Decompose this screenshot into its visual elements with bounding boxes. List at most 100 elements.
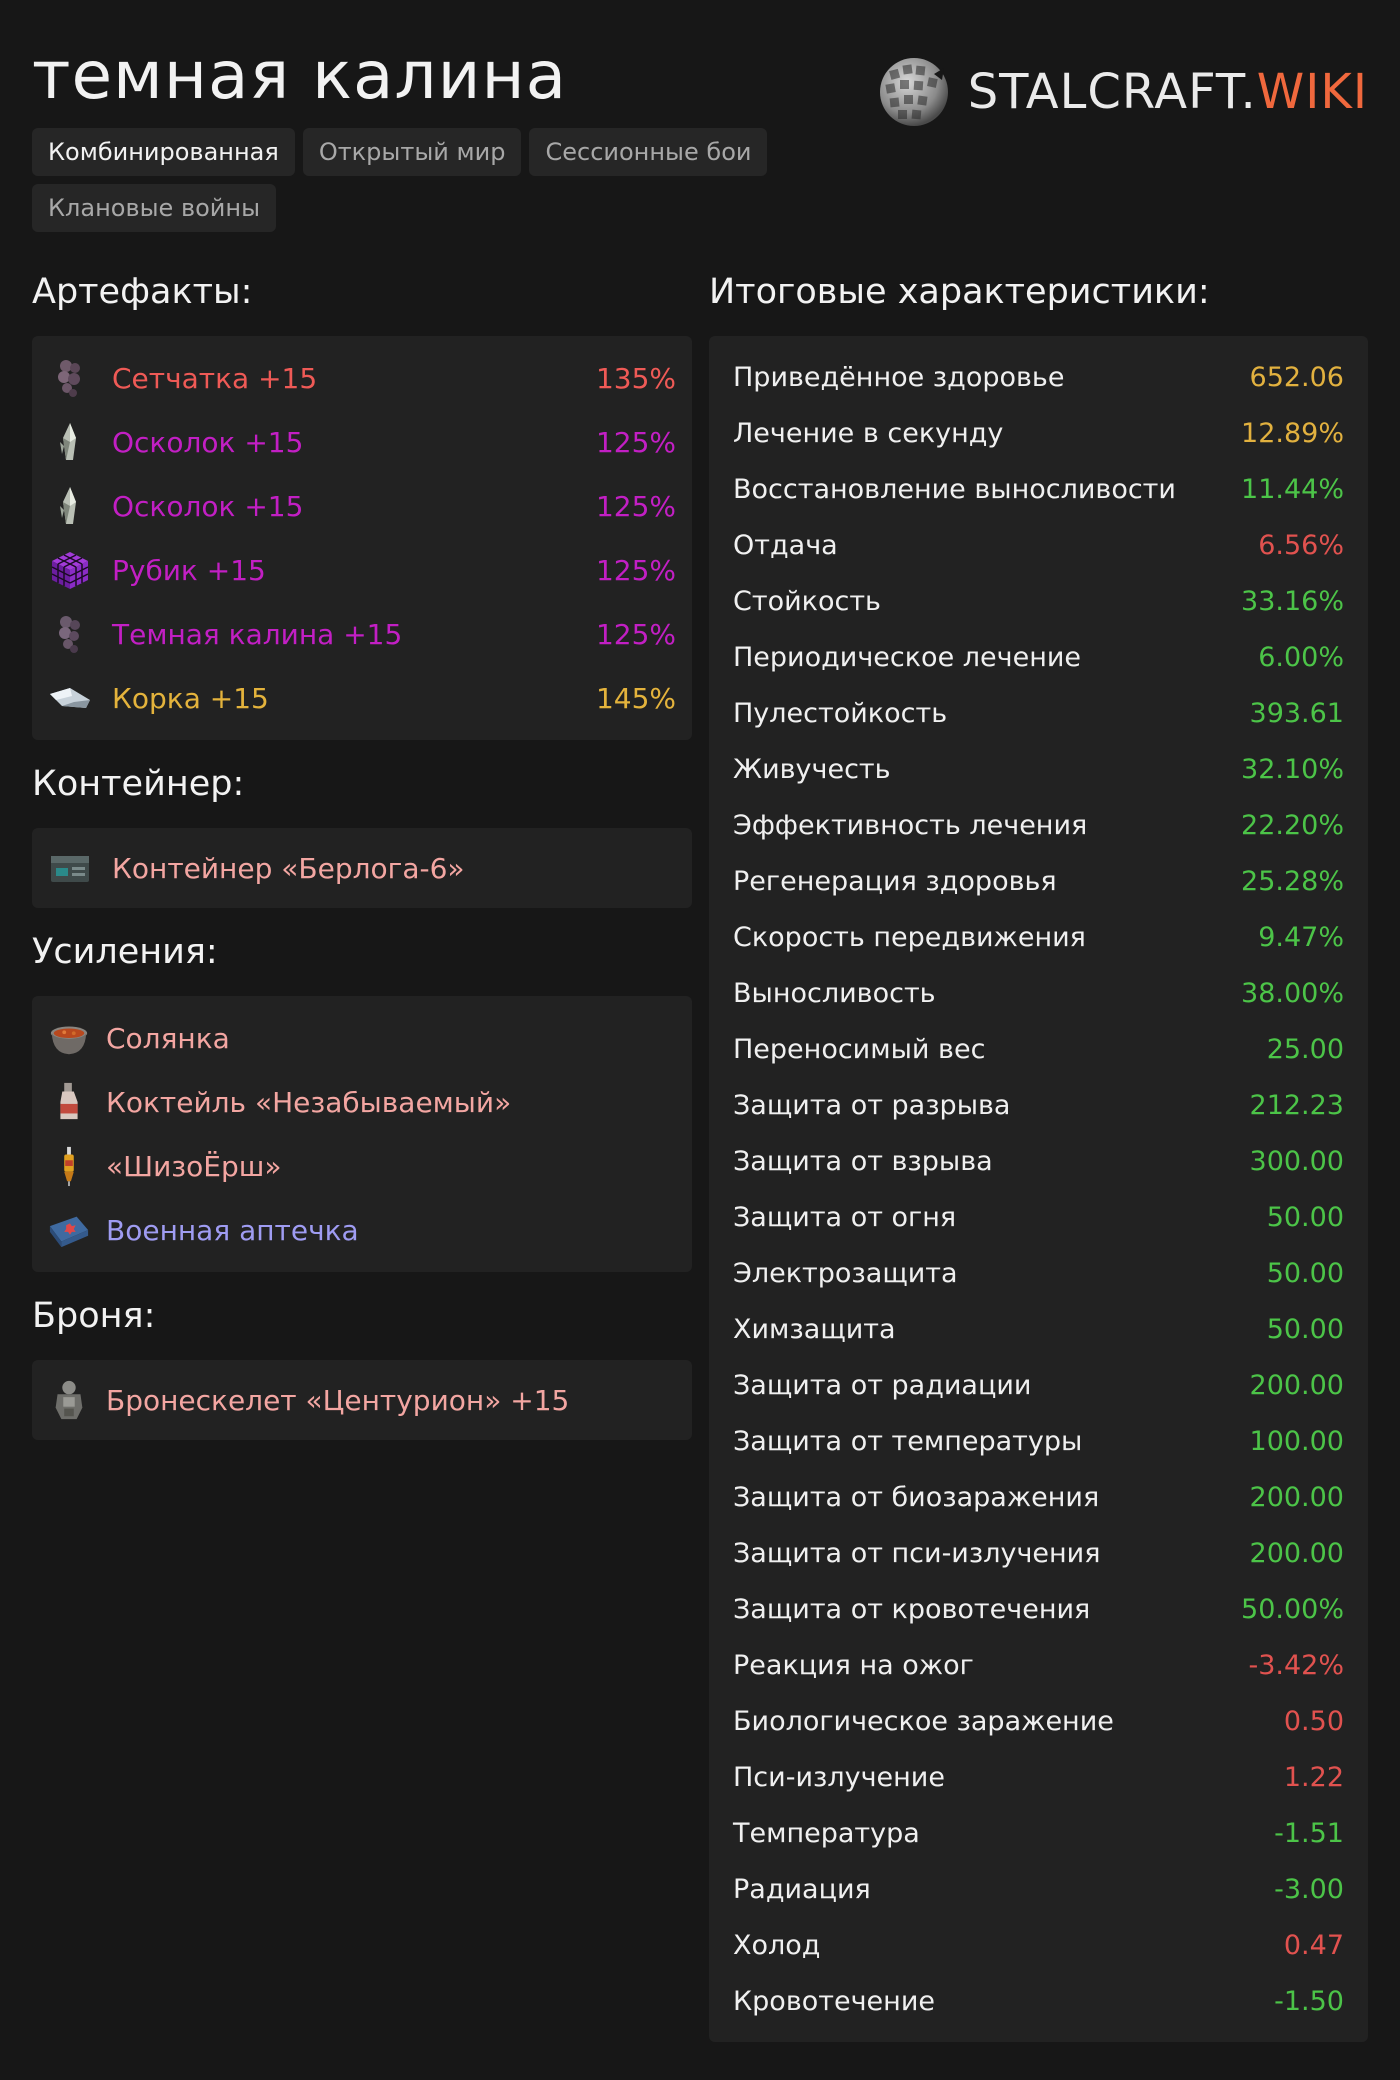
stat-label: Радиация — [733, 1873, 871, 1905]
armor-title: Броня: — [32, 1296, 156, 1336]
artifact-row[interactable]: Сетчатка +15 135% — [48, 346, 676, 410]
stat-value: 25.00 — [1266, 1033, 1344, 1065]
bottle-icon — [60, 1082, 78, 1120]
boost-name: Коктейль «Незабываемый» — [106, 1085, 512, 1119]
boost-row[interactable]: Коктейль «Незабываемый» — [48, 1070, 676, 1134]
stat-row: Кровотечение -1.50 — [733, 1973, 1344, 2029]
stat-value: 6.56% — [1258, 529, 1344, 561]
stat-row: Холод 0.47 — [733, 1917, 1344, 1973]
stat-row: Эффективность лечения 22.20% — [733, 797, 1344, 853]
stat-value: 33.16% — [1241, 585, 1344, 617]
stat-row: Пулестойкость 393.61 — [733, 685, 1344, 741]
container-icon — [51, 856, 89, 882]
stat-label: Выносливость — [733, 977, 936, 1009]
stat-row: Выносливость 38.00% — [733, 965, 1344, 1021]
tab-clan-wars[interactable]: Клановые войны — [32, 184, 277, 232]
stat-row: Регенерация здоровья 25.28% — [733, 853, 1344, 909]
stat-row: Радиация -3.00 — [733, 1861, 1344, 1917]
stat-row: Реакция на ожог -3.42% — [733, 1637, 1344, 1693]
boosts-panel: Солянка Коктейль «Незабываемый» «ШизоЁрш… — [32, 996, 692, 1272]
stat-label: Пси-излучение — [733, 1761, 945, 1793]
build-column: Артефакты: Сетчатка +15 135% Осколок +15… — [32, 262, 692, 1440]
stat-value: -3.00 — [1274, 1873, 1344, 1905]
stalcraft-wiki-logo[interactable]: STALCRAFT.WIKI — [876, 54, 1368, 130]
container-row[interactable]: Контейнер «Берлога-6» — [48, 836, 676, 900]
boost-name: Военная аптечка — [106, 1213, 359, 1247]
stat-value: 50.00% — [1241, 1593, 1344, 1625]
stat-label: Скорость передвижения — [733, 921, 1086, 953]
stat-label: Переносимый вес — [733, 1033, 986, 1065]
armor-name: Бронескелет «Центурион» +15 — [106, 1383, 570, 1417]
artifact-percent: 125% — [595, 425, 676, 459]
stat-value: 200.00 — [1249, 1537, 1344, 1569]
artifact-percent: 145% — [595, 681, 676, 715]
stat-value: 0.50 — [1283, 1705, 1344, 1737]
stat-value: 50.00 — [1266, 1257, 1344, 1289]
stat-row: Защита от биозаражения 200.00 — [733, 1469, 1344, 1525]
stat-row: Стойкость 33.16% — [733, 573, 1344, 629]
stat-value: 22.20% — [1241, 809, 1344, 841]
tab-open-world[interactable]: Открытый мир — [302, 128, 522, 176]
artifact-name: Осколок +15 — [112, 489, 304, 523]
stat-value: 25.28% — [1241, 865, 1344, 897]
stat-label: Кровотечение — [733, 1985, 935, 2017]
artifact-name: Осколок +15 — [112, 425, 304, 459]
boost-row[interactable]: Военная аптечка — [48, 1198, 676, 1262]
armor-icon — [55, 1380, 83, 1420]
artifact-row[interactable]: Корка +15 145% — [48, 666, 676, 730]
stat-value: 200.00 — [1249, 1481, 1344, 1513]
artifacts-title: Артефакты: — [32, 272, 253, 312]
stat-label: Стойкость — [733, 585, 881, 617]
stat-row: Химзащита 50.00 — [733, 1301, 1344, 1357]
boost-row[interactable]: «ШизоЁрш» — [48, 1134, 676, 1198]
stat-row: Защита от температуры 100.00 — [733, 1413, 1344, 1469]
stat-value: 50.00 — [1266, 1201, 1344, 1233]
logo-text-accent: WIKI — [1256, 64, 1368, 120]
boost-row[interactable]: Солянка — [48, 1006, 676, 1070]
stat-row: Лечение в секунду 12.89% — [733, 405, 1344, 461]
stats-title: Итоговые характеристики: — [709, 272, 1210, 312]
stat-value: 300.00 — [1249, 1145, 1344, 1177]
artifact-row[interactable]: Осколок +15 125% — [48, 474, 676, 538]
artifact-row[interactable]: Осколок +15 125% — [48, 410, 676, 474]
stat-value: 212.23 — [1249, 1089, 1344, 1121]
korka-icon — [50, 688, 90, 708]
stat-value: 12.89% — [1241, 417, 1344, 449]
stat-label: Периодическое лечение — [733, 641, 1082, 673]
stat-value: 50.00 — [1266, 1313, 1344, 1345]
stat-label: Холод — [733, 1929, 821, 1961]
stat-value: 32.10% — [1241, 753, 1344, 785]
stats-panel: Приведённое здоровье 652.06 Лечение в секу… — [709, 336, 1368, 2042]
stat-value: -3.42% — [1248, 1649, 1344, 1681]
stat-row: Температура -1.51 — [733, 1805, 1344, 1861]
stat-row: Защита от взрыва 300.00 — [733, 1133, 1344, 1189]
medkit-icon — [49, 1216, 89, 1248]
stat-label: Защита от разрыва — [733, 1089, 1011, 1121]
stat-label: Биологическое заражение — [733, 1705, 1114, 1737]
artifact-percent: 125% — [595, 617, 676, 651]
tab-combined[interactable]: Комбинированная — [32, 128, 295, 176]
stat-value: 1.22 — [1283, 1761, 1344, 1793]
armor-row[interactable]: Бронескелет «Центурион» +15 — [48, 1368, 676, 1432]
stat-value: -1.51 — [1274, 1817, 1344, 1849]
stat-label: Лечение в секунду — [733, 417, 1004, 449]
stat-row: Скорость передвижения 9.47% — [733, 909, 1344, 965]
stat-label: Защита от температуры — [733, 1425, 1083, 1457]
logo-text-main: STALCRAFT. — [967, 64, 1257, 120]
stat-row: Живучесть 32.10% — [733, 741, 1344, 797]
syringe-icon — [64, 1146, 74, 1187]
boosts-title: Усиления: — [32, 932, 218, 972]
artifact-row[interactable]: Рубик +15 125% — [48, 538, 676, 602]
stat-label: Электрозащита — [733, 1257, 958, 1289]
stat-value: 9.47% — [1258, 921, 1344, 953]
artifacts-panel: Сетчатка +15 135% Осколок +15 125% Оскол… — [32, 336, 692, 740]
tab-session-battles[interactable]: Сессионные бои — [529, 128, 768, 176]
stat-label: Реакция на ожог — [733, 1649, 974, 1681]
stat-row: Переносимый вес 25.00 — [733, 1021, 1344, 1077]
setchatka-icon — [58, 360, 80, 397]
stats-column: Итоговые характеристики: Приведённое здо… — [709, 262, 1368, 2042]
stat-row: Защита от кровотечения 50.00% — [733, 1581, 1344, 1637]
stat-label: Регенерация здоровья — [733, 865, 1057, 897]
artifact-row[interactable]: Темная калина +15 125% — [48, 602, 676, 666]
container-name: Контейнер «Берлога-6» — [112, 851, 465, 885]
